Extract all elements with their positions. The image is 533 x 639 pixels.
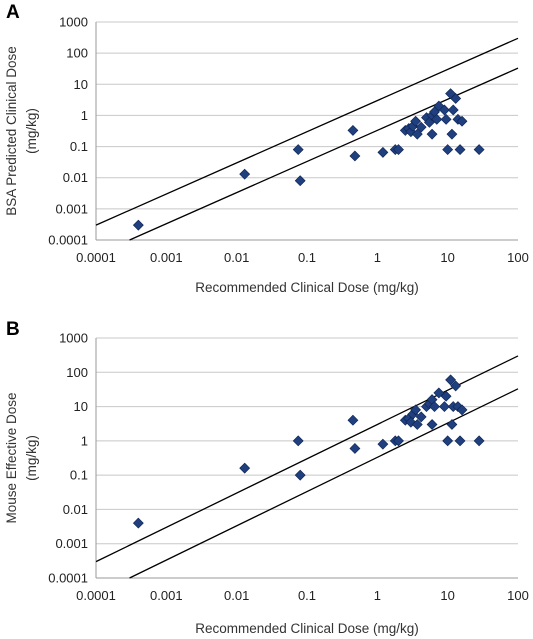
x-tick-label: 0.01: [224, 250, 249, 265]
data-point: [132, 219, 144, 231]
panel-label: B: [6, 319, 20, 340]
y-tick-label: 1000: [59, 15, 88, 30]
data-point: [349, 443, 361, 454]
data-point: [393, 144, 404, 156]
data-point: [450, 380, 462, 392]
x-axis-title: Recommended Clinical Dose (mg/kg): [195, 621, 419, 636]
x-tick-label: 0.001: [150, 588, 183, 603]
data-point: [439, 401, 450, 412]
y-tick-label: 0.0001: [48, 571, 88, 586]
y-tick-label: 100: [66, 365, 88, 380]
x-tick-label: 0.0001: [76, 588, 116, 603]
data-point: [473, 144, 485, 156]
panel-a-scatter-chart: A 0.0001 0.001 0.01 0.1 1 10 100 1000 0.0001 0.001…: [4, 2, 529, 295]
y-axis-title-units: (mg/kg): [24, 108, 39, 154]
y-tick-label: 0.01: [63, 170, 88, 185]
data-point: [411, 128, 423, 140]
y-tick-label: 10: [74, 399, 88, 414]
data-point: [132, 517, 144, 529]
data-point: [292, 144, 304, 156]
panel-b-scatter-chart: B 0.0001 0.001 0.01 0.1 1 10 100 1000 0.0001 0.001…: [4, 319, 529, 636]
panel-label: A: [6, 2, 20, 23]
data-point: [411, 419, 423, 430]
data-point: [454, 144, 466, 156]
y-tick-label: 0.1: [70, 139, 88, 154]
data-point: [415, 411, 427, 423]
y-axis-title: Mouse Effective Dose: [4, 392, 19, 523]
data-point: [410, 115, 422, 127]
data-point: [347, 414, 359, 426]
data-point: [347, 124, 359, 136]
data-point: [393, 435, 404, 447]
data-point: [450, 93, 462, 104]
data-point: [456, 115, 468, 127]
reference-line: [129, 388, 519, 579]
x-tick-label: 1: [374, 250, 381, 265]
x-tick-label: 1: [374, 588, 381, 603]
y-tick-label: 0.001: [55, 536, 88, 551]
data-point: [294, 175, 306, 187]
y-tick-label: 0.1: [70, 468, 88, 483]
y-tick-label: 0.001: [55, 201, 88, 216]
reference-line: [95, 37, 519, 226]
data-point: [349, 150, 361, 162]
x-tick-label: 100: [507, 250, 529, 265]
data-point: [473, 435, 485, 447]
data-point: [415, 121, 427, 133]
x-axis-title: Recommended Clinical Dose (mg/kg): [195, 280, 419, 295]
data-point: [440, 113, 452, 125]
y-tick-label: 1000: [59, 331, 88, 346]
data-point: [440, 390, 452, 402]
data-point: [433, 387, 445, 399]
data-point: [446, 419, 458, 430]
x-tick-label: 0.001: [150, 250, 183, 265]
data-point: [446, 128, 458, 140]
y-tick-label: 1: [81, 108, 88, 123]
y-tick-label: 1: [81, 433, 88, 448]
data-point: [454, 435, 466, 447]
data-point: [429, 401, 440, 412]
data-point: [445, 374, 457, 386]
y-axis-title: BSA Predicted Clinical Dose: [4, 46, 19, 216]
y-tick-label: 0.0001: [48, 233, 88, 248]
data-point: [294, 469, 306, 481]
x-tick-label: 0.1: [298, 588, 316, 603]
data-point: [426, 419, 438, 430]
x-tick-label: 0.0001: [76, 250, 116, 265]
data-point: [442, 435, 454, 447]
data-point: [447, 104, 459, 116]
data-point: [239, 462, 251, 474]
data-point: [456, 404, 468, 416]
y-axis-title-units: (mg/kg): [24, 435, 39, 481]
x-tick-label: 0.1: [298, 250, 316, 265]
data-point: [292, 435, 304, 447]
reference-line: [95, 355, 519, 563]
x-tick-label: 10: [440, 250, 454, 265]
data-point: [439, 104, 450, 116]
data-point: [442, 144, 454, 156]
data-point: [431, 113, 443, 125]
y-tick-label: 100: [66, 46, 88, 61]
data-point: [239, 168, 251, 180]
data-point: [410, 404, 422, 416]
data-point: [377, 146, 389, 158]
data-point: [377, 438, 389, 450]
data-point: [426, 128, 438, 140]
y-tick-label: 0.01: [63, 502, 88, 517]
x-tick-label: 0.01: [224, 588, 249, 603]
x-tick-label: 100: [507, 588, 529, 603]
y-tick-label: 10: [74, 77, 88, 92]
x-tick-label: 10: [440, 588, 454, 603]
